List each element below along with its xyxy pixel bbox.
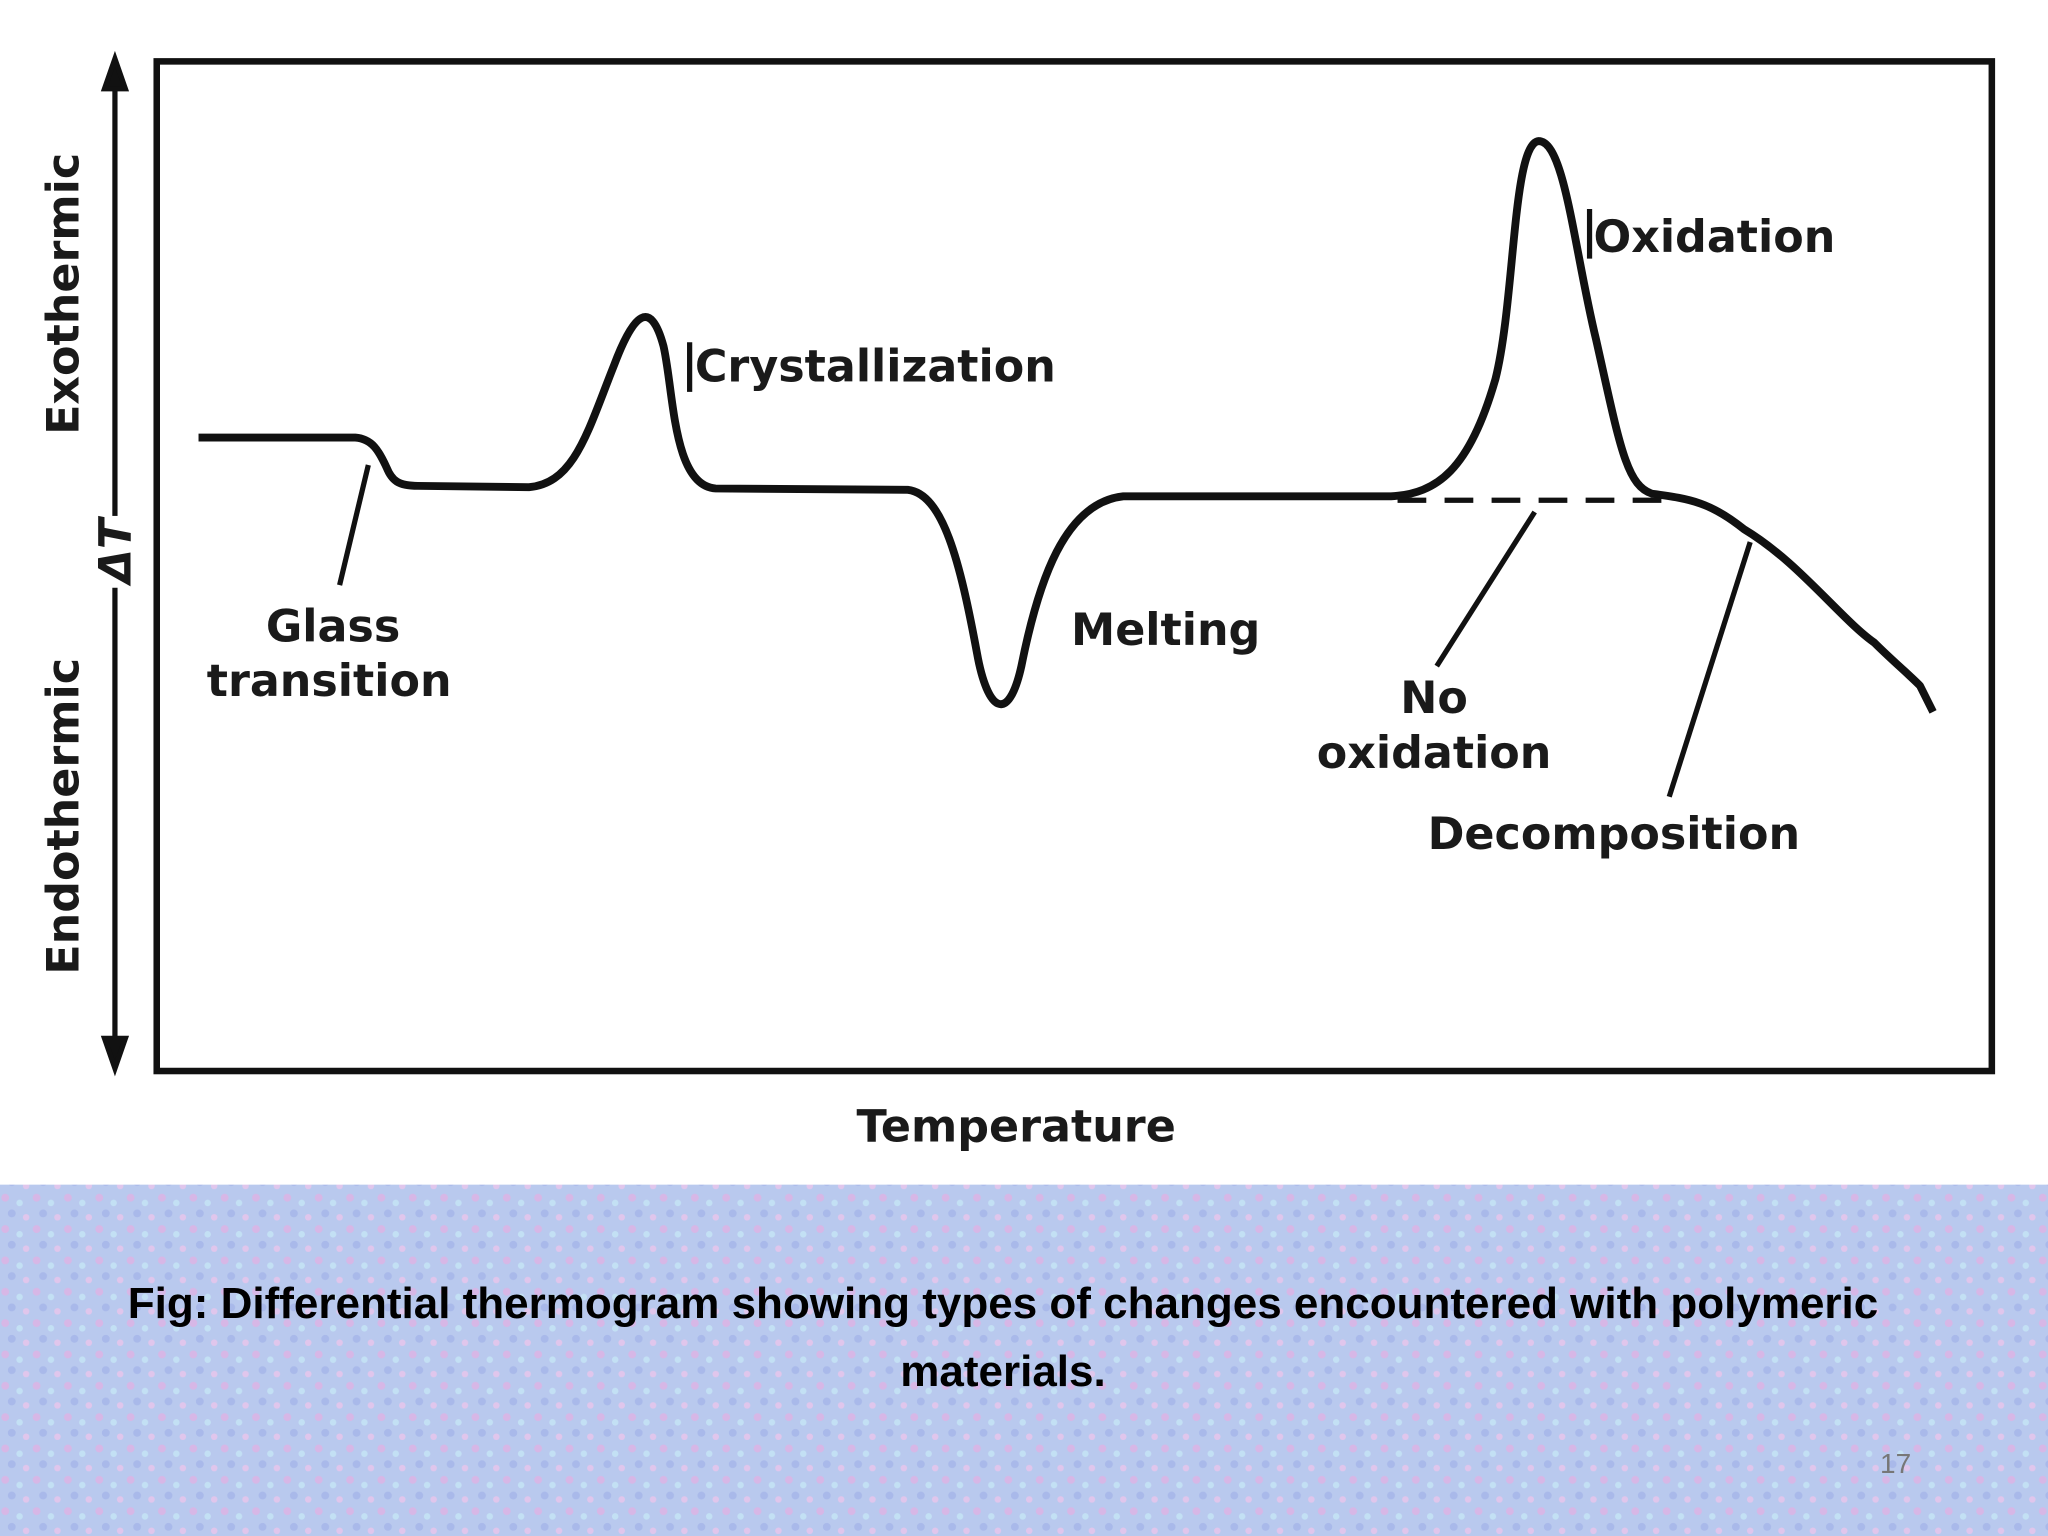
y-label-delta: ΔT	[91, 515, 142, 586]
delta-bg	[94, 515, 139, 588]
label-decomposition: Decomposition	[1428, 809, 1800, 860]
label-no-oxidation: No	[1400, 673, 1468, 724]
label-crystallization: Crystallization	[695, 341, 1056, 392]
page-number: 17	[1880, 1448, 1912, 1479]
plot-frame	[153, 58, 1996, 1075]
label-oxidation: Oxidation	[1593, 212, 1835, 263]
y-label-exo: Exothermic	[38, 153, 89, 435]
label-melting: Melting	[1071, 605, 1260, 656]
leader-lines	[337, 208, 1753, 798]
label-glass: Glass	[266, 601, 400, 652]
thermogram-curve	[198, 137, 1937, 714]
y-label-endo: Endothermic	[38, 658, 89, 975]
caption-background	[0, 1184, 2048, 1536]
x-axis-label: Temperature	[857, 1102, 1176, 1153]
label-no-oxidation: oxidation	[1317, 728, 1552, 779]
caption: Fig: Differential thermogram showing typ…	[127, 1279, 1879, 1396]
label-glass: transition	[207, 656, 452, 707]
